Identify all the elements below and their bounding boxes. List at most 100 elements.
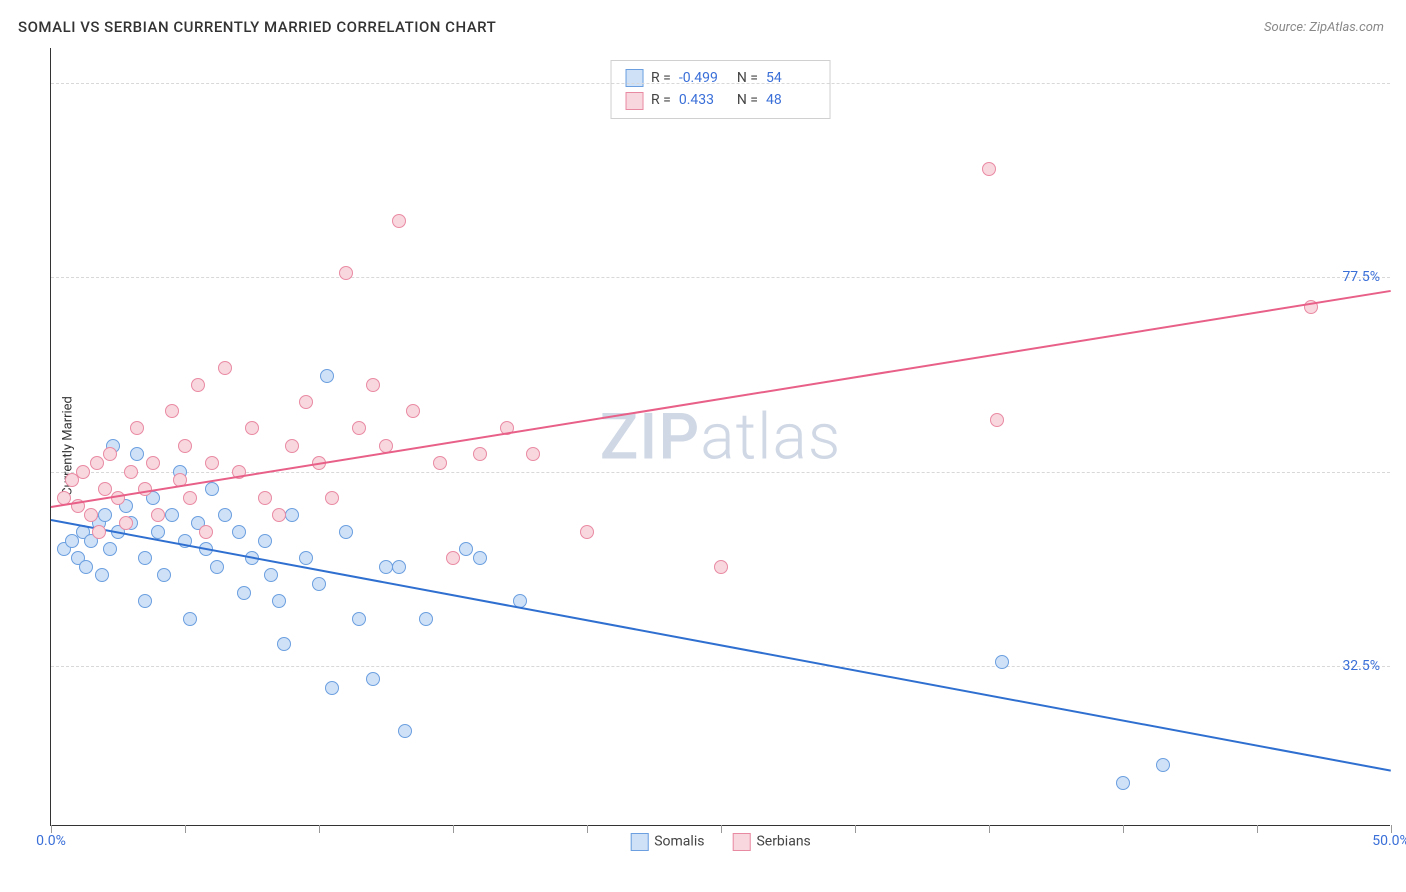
data-point	[990, 413, 1004, 427]
gridline	[51, 472, 1390, 473]
data-point	[138, 594, 152, 608]
data-point	[325, 681, 339, 695]
data-point	[352, 612, 366, 626]
stat-value-n: 48	[766, 89, 816, 111]
data-point	[473, 551, 487, 565]
x-tick	[1257, 825, 1258, 833]
stats-row: R = 0.433 N = 48	[625, 89, 816, 111]
legend-swatch	[630, 833, 648, 851]
data-point	[320, 369, 334, 383]
x-tick	[587, 825, 588, 833]
gridline	[51, 83, 1390, 84]
data-point	[995, 655, 1009, 669]
data-point	[1116, 776, 1130, 790]
data-point	[277, 637, 291, 651]
data-point	[473, 447, 487, 461]
x-tick	[989, 825, 990, 833]
watermark-atlas: atlas	[700, 399, 841, 474]
data-point	[258, 491, 272, 505]
data-point	[183, 612, 197, 626]
data-point	[526, 447, 540, 461]
data-point	[398, 724, 412, 738]
x-tick	[185, 825, 186, 833]
data-point	[151, 508, 165, 522]
data-point	[79, 560, 93, 574]
x-tick	[51, 825, 52, 833]
x-tick	[453, 825, 454, 833]
data-point	[218, 361, 232, 375]
data-point	[982, 162, 996, 176]
series-legend: Somalis Serbians	[630, 833, 811, 851]
data-point	[92, 525, 106, 539]
data-point	[433, 456, 447, 470]
gridline	[51, 666, 1390, 667]
stats-legend-box: R =-0.499N =54R =0.433N =48	[610, 60, 831, 119]
x-tick	[721, 825, 722, 833]
data-point	[103, 447, 117, 461]
data-point	[191, 378, 205, 392]
y-tick-label: 32.5%	[1342, 658, 1380, 674]
data-point	[151, 525, 165, 539]
data-point	[339, 266, 353, 280]
data-point	[258, 534, 272, 548]
data-point	[165, 508, 179, 522]
data-point	[366, 672, 380, 686]
data-point	[285, 439, 299, 453]
data-point	[285, 508, 299, 522]
data-point	[264, 568, 278, 582]
gridline	[51, 277, 1390, 278]
data-point	[419, 612, 433, 626]
legend-label: Somalis	[654, 834, 704, 850]
legend-swatch	[625, 92, 643, 110]
data-point	[714, 560, 728, 574]
data-point	[138, 482, 152, 496]
data-point	[205, 456, 219, 470]
stat-value-r: -0.499	[679, 67, 729, 89]
data-point	[146, 456, 160, 470]
data-point	[312, 577, 326, 591]
data-point	[183, 491, 197, 505]
x-tick	[1391, 825, 1392, 833]
x-tick	[319, 825, 320, 833]
regression-line	[51, 519, 1391, 772]
legend-item: Serbians	[732, 833, 810, 851]
data-point	[392, 214, 406, 228]
data-point	[446, 551, 460, 565]
data-point	[299, 551, 313, 565]
x-tick-label: 50.0%	[1372, 833, 1406, 849]
data-point	[352, 421, 366, 435]
stat-value-r: 0.433	[679, 89, 729, 111]
data-point	[272, 594, 286, 608]
data-point	[119, 516, 133, 530]
data-point	[98, 508, 112, 522]
data-point	[76, 465, 90, 479]
data-point	[392, 560, 406, 574]
data-point	[90, 456, 104, 470]
stat-label-n: N =	[737, 89, 758, 111]
regression-line	[51, 290, 1391, 508]
data-point	[232, 525, 246, 539]
data-point	[406, 404, 420, 418]
x-tick-label: 0.0%	[36, 833, 66, 849]
data-point	[245, 421, 259, 435]
y-tick-label: 77.5%	[1342, 269, 1380, 285]
watermark: ZIPatlas	[600, 399, 842, 474]
chart-title: SOMALI VS SERBIAN CURRENTLY MARRIED CORR…	[18, 18, 496, 36]
data-point	[157, 568, 171, 582]
legend-swatch	[732, 833, 750, 851]
data-point	[199, 525, 213, 539]
data-point	[237, 586, 251, 600]
legend-item: Somalis	[630, 833, 704, 851]
plot-area: ZIPatlas R =-0.499N =54R =0.433N =48 Som…	[50, 48, 1390, 826]
data-point	[84, 508, 98, 522]
stat-label-r: R =	[651, 67, 671, 89]
data-point	[366, 378, 380, 392]
data-point	[165, 404, 179, 418]
data-point	[325, 491, 339, 505]
stat-label-r: R =	[651, 89, 671, 111]
data-point	[130, 447, 144, 461]
data-point	[138, 551, 152, 565]
data-point	[299, 395, 313, 409]
data-point	[459, 542, 473, 556]
data-point	[103, 542, 117, 556]
